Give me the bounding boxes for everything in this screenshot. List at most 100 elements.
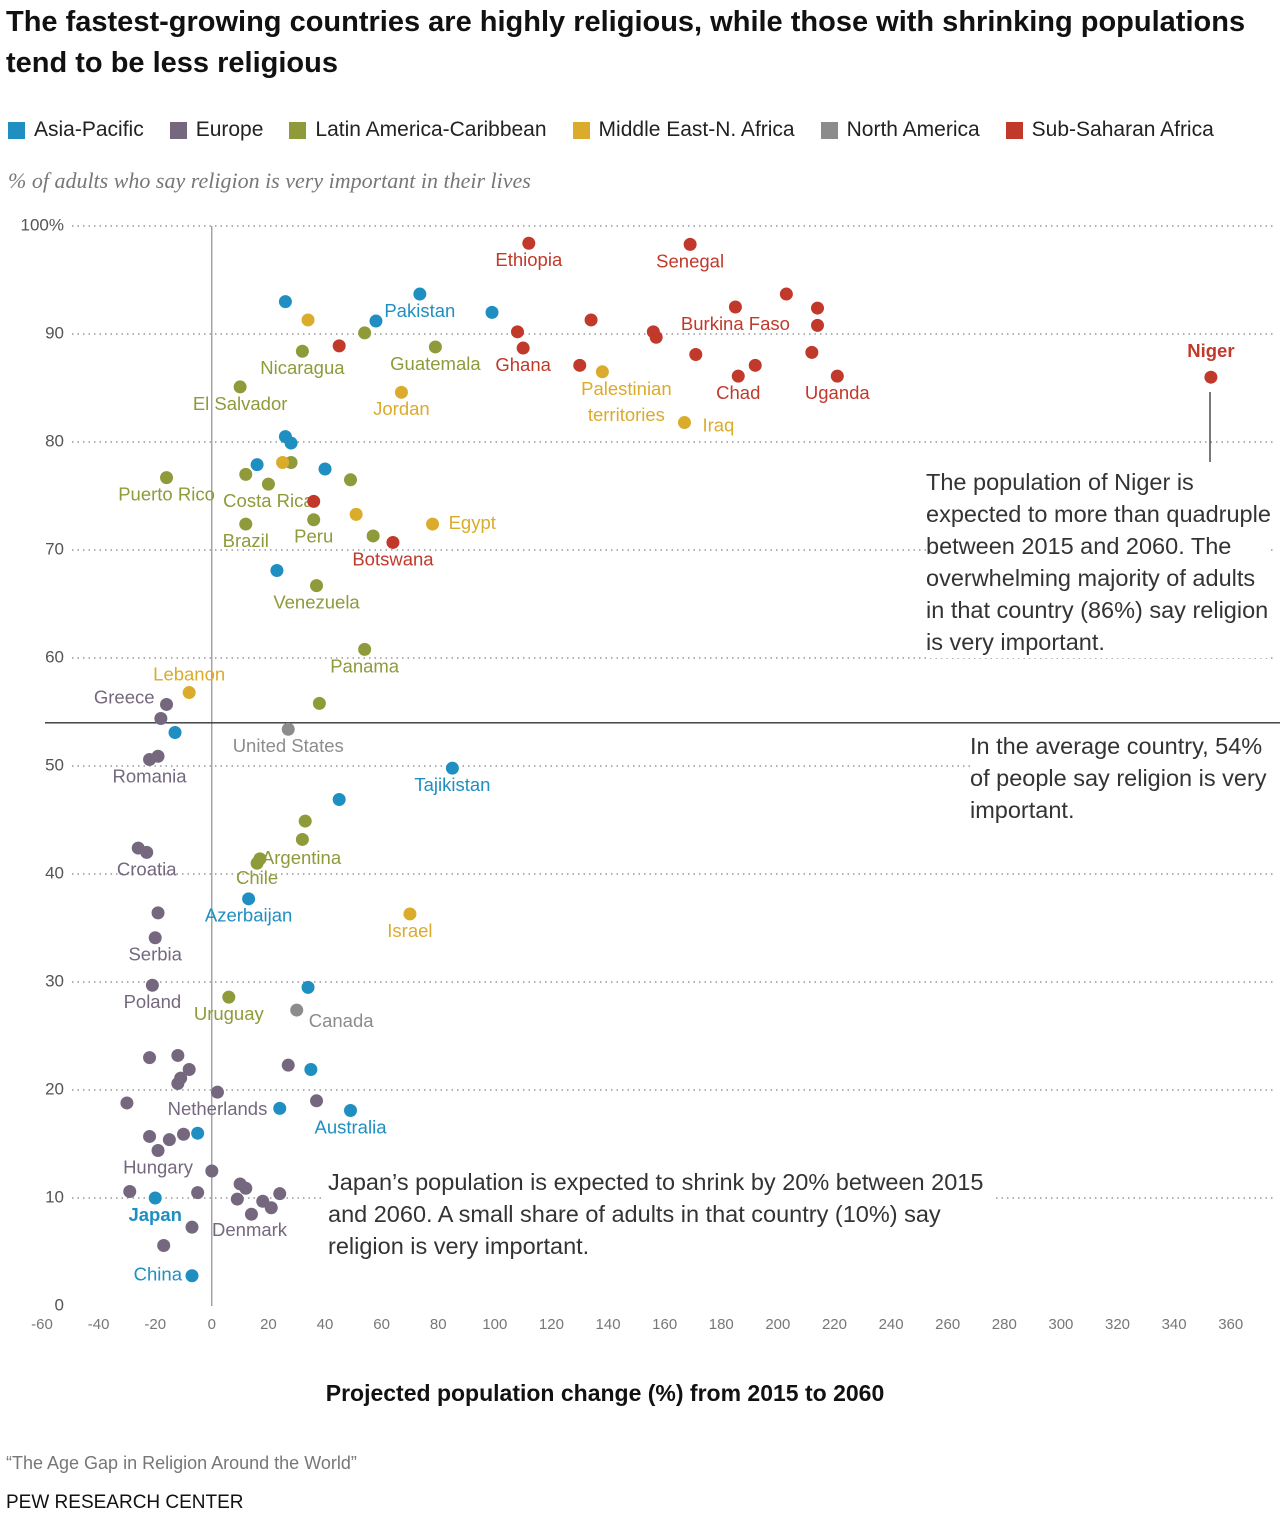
point: [151, 906, 165, 920]
point-label: United States: [233, 735, 344, 756]
point: [273, 1187, 287, 1201]
subtitle: % of adults who say religion is very imp…: [8, 168, 531, 193]
x-tick-label: 60: [373, 1316, 390, 1333]
point: [810, 301, 824, 315]
point-label: Tajikistan: [414, 774, 490, 795]
point: [295, 832, 309, 846]
point: [191, 1126, 205, 1140]
point-label: Uruguay: [194, 1003, 265, 1024]
point-label: Panama: [330, 655, 400, 676]
x-tick-label: 340: [1162, 1316, 1187, 1333]
y-tick-label: 70: [45, 539, 64, 558]
point: [649, 330, 663, 344]
point: [168, 726, 182, 740]
point: [250, 856, 264, 870]
point: [810, 318, 824, 332]
point: [182, 1062, 196, 1076]
point: [205, 1164, 219, 1178]
legend-item: Latin America-Caribbean: [289, 118, 547, 142]
y-tick-label: 100%: [21, 215, 64, 234]
legend-label: Middle East-N. Africa: [598, 118, 795, 141]
point: [295, 344, 309, 358]
point: [689, 348, 703, 362]
point: [386, 535, 400, 549]
point: [185, 1269, 199, 1283]
point: [143, 1129, 157, 1143]
point: [358, 326, 372, 340]
point: [140, 845, 154, 859]
point: [301, 980, 315, 994]
point-label: Botswana: [352, 548, 434, 569]
point: [683, 237, 697, 251]
x-tick-label: 260: [935, 1316, 960, 1333]
point: [358, 642, 372, 656]
point: [595, 365, 609, 379]
point: [151, 749, 165, 763]
y-tick-label: 80: [45, 431, 64, 450]
point: [830, 369, 844, 383]
point-label: Chad: [716, 382, 760, 403]
point-label: Puerto Rico: [118, 484, 215, 505]
point: [413, 287, 427, 301]
point: [242, 892, 256, 906]
x-tick-label: 120: [539, 1316, 564, 1333]
point: [318, 462, 332, 476]
point-label: El Salvador: [193, 393, 288, 414]
legend-item: Europe: [169, 118, 263, 142]
point-label: Uganda: [805, 382, 871, 403]
legend-label: Sub-Saharan Africa: [1031, 118, 1214, 141]
point-label: Croatia: [117, 858, 177, 879]
point-label: Peru: [294, 526, 333, 547]
point-label: Romania: [113, 765, 188, 786]
point: [344, 1104, 357, 1118]
point: [157, 1239, 171, 1253]
point-label: Denmark: [212, 1219, 288, 1240]
point: [298, 814, 312, 828]
point: [148, 1191, 162, 1205]
x-tick-label: -40: [88, 1316, 110, 1333]
y-tick-label: 90: [45, 323, 64, 342]
legend-item: Sub-Saharan Africa: [1005, 118, 1214, 142]
point-label: Egypt: [449, 512, 496, 533]
point: [731, 369, 745, 383]
point-label: Poland: [124, 991, 182, 1012]
legend-item: Middle East-N. Africa: [572, 118, 795, 142]
point: [270, 564, 284, 578]
legend-swatch: [820, 121, 838, 139]
x-tick-label: 180: [709, 1316, 734, 1333]
annotation: Japan’s population is expected to shrink…: [322, 1166, 996, 1262]
legend-swatch: [8, 121, 25, 139]
point-label: Venezuela: [273, 592, 360, 613]
point: [349, 507, 363, 521]
x-axis-label: Projected population change (%) from 201…: [325, 1380, 885, 1406]
point: [312, 696, 326, 710]
point: [445, 761, 459, 775]
y-tick-label: 10: [45, 1187, 64, 1206]
point: [284, 436, 298, 450]
point: [154, 711, 168, 725]
point: [239, 1181, 253, 1195]
point: [239, 467, 253, 481]
point: [281, 1058, 295, 1072]
point: [332, 339, 346, 353]
point: [145, 978, 159, 992]
point: [428, 340, 442, 354]
point-label: Lebanon: [153, 663, 225, 684]
point-label: Pakistan: [384, 300, 455, 321]
point-label: Nicaragua: [260, 357, 345, 378]
point: [779, 287, 793, 301]
point: [584, 313, 598, 327]
point: [510, 325, 524, 339]
source: “The Age Gap in Religion Around the Worl…: [6, 1453, 357, 1473]
y-tick-label: 60: [45, 647, 64, 666]
point: [394, 385, 408, 399]
point-label: Azerbaijan: [205, 905, 292, 926]
y-tick-label: 50: [45, 755, 64, 774]
point-label: Ghana: [495, 354, 551, 375]
legend-label: North America: [846, 118, 980, 141]
point: [516, 341, 530, 355]
annotation: In the average country, 54% of people sa…: [970, 730, 1275, 826]
point: [1204, 370, 1218, 384]
point-label: Netherlands: [168, 1098, 268, 1119]
